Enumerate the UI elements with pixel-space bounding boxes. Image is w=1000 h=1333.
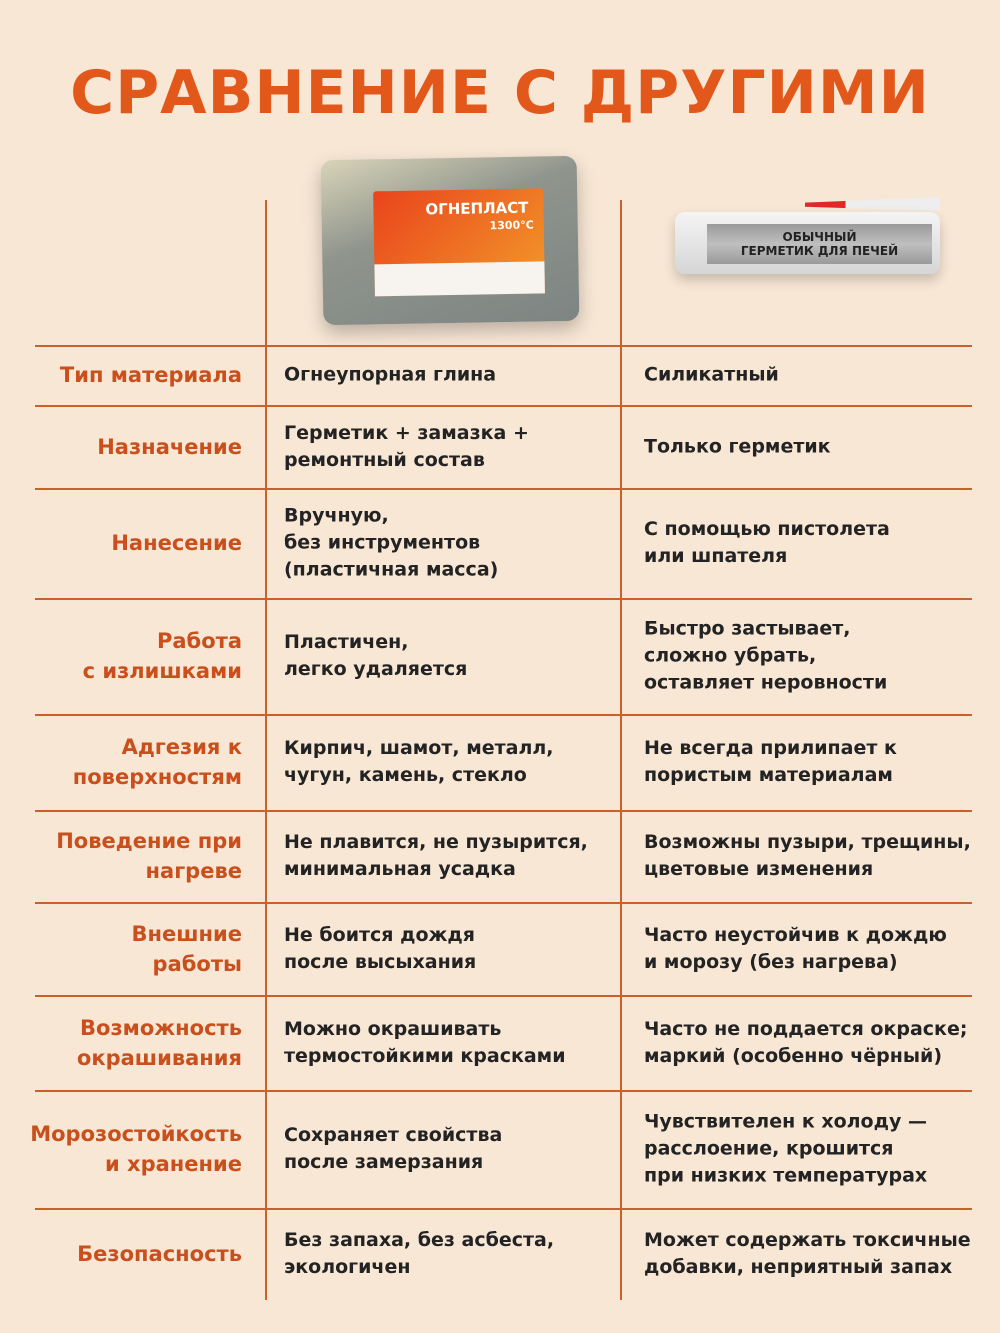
table-row: Возможность окрашивания Можно окрашивать … (0, 995, 1000, 1090)
table-row: Внешние работы Не боится дождя после высы… (0, 902, 1000, 995)
other-sealant-cell: Силикатный (644, 363, 779, 386)
other-sealant-cell: Не всегда прилипает к пористым материала… (644, 737, 897, 786)
tube-label-line1: ОБЫЧНЫЙ (782, 230, 857, 244)
product-label: ОГНЕПЛАСТ 1300°C (373, 188, 545, 297)
other-sealant-cell: Только герметик (644, 435, 831, 457)
table-row: Безопасность Без запаха, без асбеста, эко… (0, 1208, 1000, 1300)
row-divider (35, 714, 972, 716)
row-divider (35, 995, 972, 997)
other-sealant-cell: Чувствителен к холоду — расслоение, крош… (644, 1110, 928, 1187)
row-label: Возможность окрашивания (76, 1015, 242, 1070)
table-row: Адгезия к поверхностям Кирпич, шамот, мет… (0, 714, 1000, 810)
ogneplast-cell: Пластичен, легко удаляется (284, 631, 468, 680)
ogneplast-cell: Не боится дождя после высыхания (284, 923, 477, 973)
row-label: Тип материала (59, 363, 242, 387)
row-divider (35, 902, 972, 904)
table-row: Морозостойкость и хранение Сохраняет свой… (0, 1090, 1000, 1208)
row-label: Назначение (97, 434, 242, 459)
sealant-nozzle (805, 197, 940, 211)
table-row: Тип материала Огнеупорная глина Силикатный (0, 345, 1000, 405)
row-divider (35, 1208, 972, 1210)
table-row: Работа с излишками Пластичен, легко удаля… (0, 598, 1000, 714)
tube-label-line2: ГЕРМЕТИК ДЛЯ ПЕЧЕЙ (740, 244, 899, 258)
other-sealant-cell: Часто не поддается окраске; маркий (особ… (644, 1017, 968, 1067)
row-divider (35, 1090, 972, 1092)
ogneplast-cell: Не плавится, не пузырится, минимальная у… (284, 831, 588, 880)
row-label: Морозостойкость и хранение (30, 1122, 242, 1176)
row-divider (35, 345, 972, 347)
ogneplast-cell: Герметик + замазка + ремонтный состав (284, 421, 529, 471)
ogneplast-cell: Огнеупорная глина (284, 363, 497, 386)
row-label: Безопасность (77, 1242, 242, 1266)
page-title: СРАВНЕНИЕ С ДРУГИМИ (70, 58, 930, 128)
other-sealant-cell: Часто неустойчив к дождю и морозу (без н… (644, 923, 947, 973)
row-label: Работа с излишками (82, 629, 242, 683)
row-label: Внешние работы (131, 921, 242, 976)
table-row: Нанесение Вручную, без инструментов (плас… (0, 488, 1000, 598)
ogneplast-cell: Вручную, без инструментов (пластичная ма… (284, 504, 499, 581)
row-divider (35, 810, 972, 812)
tube-label: ОБЫЧНЫЙ ГЕРМЕТИК ДЛЯ ПЕЧЕЙ (707, 224, 932, 264)
ogneplast-product-image: ОГНЕПЛАСТ 1300°C (320, 155, 580, 326)
ogneplast-cell: Сохраняет свойства после замерзания (284, 1124, 503, 1173)
row-label: Поведение при нагреве (56, 829, 242, 883)
row-label: Нанесение (111, 531, 242, 555)
other-sealant-cell: Может содержать токсичные добавки, непри… (644, 1229, 971, 1278)
sealant-tube-image: ОБЫЧНЫЙ ГЕРМЕТИК ДЛЯ ПЕЧЕЙ (675, 212, 940, 274)
row-divider (35, 598, 972, 600)
table-row: Назначение Герметик + замазка + ремонтный… (0, 405, 1000, 488)
column-divider (620, 200, 622, 1300)
product-temperature: 1300°C (489, 218, 534, 233)
row-label: Адгезия к поверхностям (72, 735, 242, 789)
other-sealant-cell: С помощью пистолета или шпателя (644, 518, 890, 567)
column-divider (265, 200, 267, 1300)
table-row: Поведение при нагреве Не плавится, не пуз… (0, 810, 1000, 902)
other-sealant-cell: Возможны пузыри, трещины, цветовые измен… (644, 831, 971, 880)
label-bottom (374, 261, 545, 297)
ogneplast-cell: Можно окрашивать термостойкими красками (284, 1017, 566, 1067)
ogneplast-cell: Без запаха, без асбеста, экологичен (284, 1229, 555, 1278)
ogneplast-cell: Кирпич, шамот, металл, чугун, камень, ст… (284, 737, 554, 786)
product-brand: ОГНЕПЛАСТ (425, 198, 529, 219)
row-divider (35, 405, 972, 407)
row-divider (35, 488, 972, 490)
other-sealant-cell: Быстро застывает, сложно убрать, оставля… (644, 617, 888, 694)
